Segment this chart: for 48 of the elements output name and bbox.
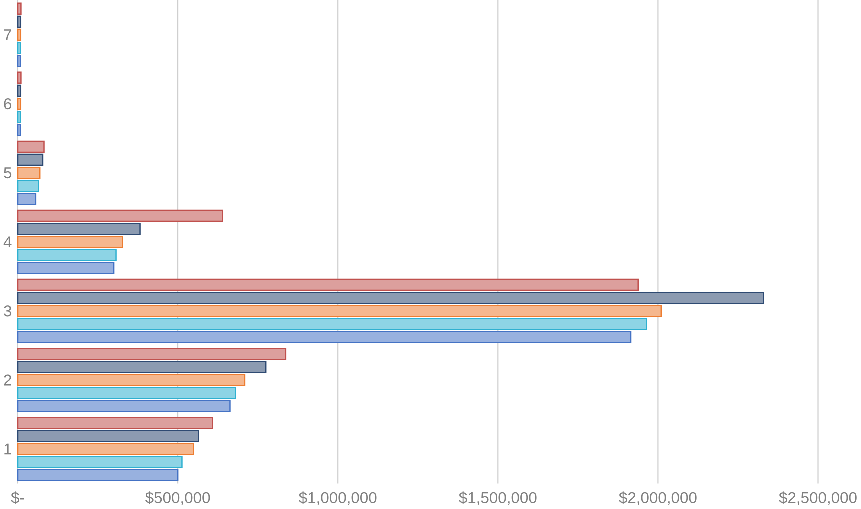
bar (17, 456, 183, 469)
y-tick-label: 7 (4, 30, 12, 41)
bar (17, 417, 214, 430)
bar (17, 124, 22, 136)
bar (17, 292, 764, 304)
x-tick-label: $1,500,000 (459, 492, 537, 506)
y-tick-label: 3 (4, 306, 12, 317)
bar (17, 443, 194, 456)
bar (17, 16, 22, 28)
bar (17, 98, 22, 110)
y-tick-label: 5 (4, 168, 12, 179)
bar (17, 400, 231, 413)
bar (17, 361, 267, 374)
bar (17, 111, 22, 124)
x-tick-label: $500,000 (145, 492, 210, 506)
bar (17, 2, 22, 16)
bar (17, 430, 200, 442)
x-tick-label: $1,000,000 (299, 492, 377, 506)
bar (17, 249, 117, 262)
bar (17, 140, 45, 154)
bar (17, 55, 22, 68)
y-tick-label: 1 (4, 444, 12, 455)
bar (17, 154, 44, 166)
bar (17, 210, 224, 222)
bar (17, 348, 287, 360)
bar (17, 262, 115, 275)
x-tick-label: $2,000,000 (619, 492, 697, 506)
bar (17, 305, 662, 318)
bar (17, 193, 37, 206)
bar (17, 469, 179, 482)
bar (17, 236, 124, 248)
bar (17, 167, 41, 180)
bar (17, 29, 22, 42)
x-tick-label: $2,500,000 (779, 492, 857, 506)
bar (17, 374, 246, 386)
x-tick-label: $- (11, 492, 24, 504)
bar (17, 72, 22, 84)
bar (17, 331, 632, 344)
bar (17, 84, 22, 98)
bar (17, 223, 141, 236)
bar (17, 279, 639, 292)
bar (17, 387, 236, 400)
bar (17, 180, 40, 192)
y-tick-label: 2 (4, 374, 12, 386)
y-tick-label: 4 (4, 236, 12, 248)
bar (17, 42, 22, 54)
y-tick-label: 6 (4, 98, 12, 110)
bar (17, 318, 648, 330)
